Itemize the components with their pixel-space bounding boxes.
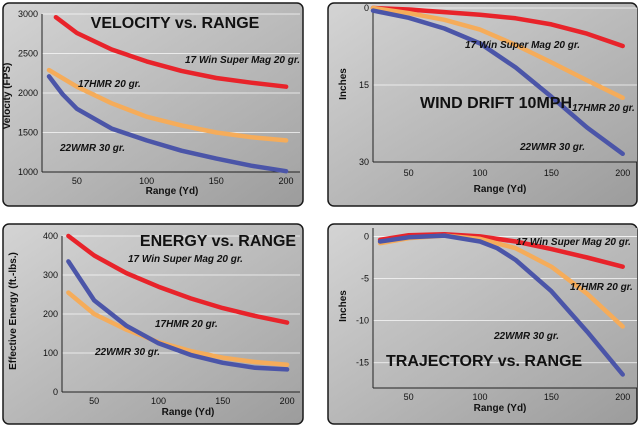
series-label: 17HMR 20 gr. <box>572 103 635 114</box>
y-tick-label: 0 <box>53 387 58 397</box>
y-tick-label: 1500 <box>18 128 38 138</box>
chart-title: WIND DRIFT 10MPH <box>420 95 572 112</box>
series-label: 22WMR 30 gr. <box>94 347 160 358</box>
y-axis-label: Inches <box>338 290 349 322</box>
series-line-blue <box>377 233 625 377</box>
y-tick-label: -10 <box>356 316 369 326</box>
x-tick-label: 100 <box>139 176 154 186</box>
x-tick-label: 50 <box>89 396 99 406</box>
x-tick-label: 150 <box>209 176 224 186</box>
series-line-red <box>53 14 289 89</box>
y-tick-label: 2500 <box>18 49 38 59</box>
series-label: 22WMR 30 gr. <box>519 142 585 153</box>
series-line-orange <box>66 290 290 367</box>
y-tick-label: 200 <box>43 309 58 319</box>
y-axis-label: Effective Energy (ft.-lbs.) <box>8 252 19 370</box>
x-axis-label: Range (Yd) <box>474 403 527 414</box>
series-line-blue <box>66 259 290 372</box>
x-tick-label: 150 <box>544 168 559 178</box>
series-line-red <box>370 5 625 49</box>
x-tick-label: 100 <box>473 168 488 178</box>
series-label: 17HMR 20 gr. <box>155 319 218 330</box>
y-tick-label: -15 <box>356 358 369 368</box>
x-tick-label: 150 <box>215 396 230 406</box>
series-label: 17 Win Super Mag 20 gr. <box>185 55 300 66</box>
chart-title: VELOCITY vs. RANGE <box>91 15 260 32</box>
series-line-orange <box>370 5 625 101</box>
y-tick-label: 15 <box>359 80 369 90</box>
chart-panel-1: 1000 1500 2000 2500 3000 50 100 150 200 17 Win Su… <box>2 2 304 207</box>
x-tick-label: 50 <box>72 176 82 186</box>
y-axis-label: Velocity (FPS) <box>2 63 13 130</box>
x-tick-label: 50 <box>404 168 414 178</box>
y-tick-label: -5 <box>361 274 369 284</box>
series-line-blue <box>370 8 625 157</box>
series-label: 17 Win Super Mag 20 gr. <box>465 40 580 51</box>
y-tick-label: 30 <box>359 157 369 167</box>
x-tick-label: 200 <box>279 176 294 186</box>
x-tick-label: 100 <box>473 392 488 402</box>
x-axis-label: Range (Yd) <box>146 186 199 197</box>
y-tick-label: 400 <box>43 231 58 241</box>
x-tick-label: 100 <box>151 396 166 406</box>
chart-title: ENERGY vs. RANGE <box>140 233 297 250</box>
y-tick-label: 100 <box>43 348 58 358</box>
x-axis-label: Range (Yd) <box>474 184 527 195</box>
y-tick-label: 1000 <box>18 167 38 177</box>
series-line-red <box>66 233 290 325</box>
y-tick-label: 3000 <box>18 9 38 19</box>
series-label: 17HMR 20 gr. <box>570 282 633 293</box>
chart-panel-2: 0 15 30 50 100 150 200 17 Win Super Mag 20 gr. 1… <box>327 2 638 207</box>
x-tick-label: 150 <box>544 392 559 402</box>
y-tick-label: 2000 <box>18 88 38 98</box>
series-label: 17 Win Super Mag 20 gr. <box>128 254 243 265</box>
x-tick-label: 200 <box>280 396 295 406</box>
y-tick-label: 0 <box>364 231 369 241</box>
series-line-blue <box>46 74 289 174</box>
x-tick-label: 200 <box>615 168 630 178</box>
y-axis-label: Inches <box>338 68 349 100</box>
chart-panel-3: 0 100 200 300 400 50 100 150 200 17 Win Super Mag… <box>2 223 304 425</box>
series-label: 17HMR 20 gr. <box>78 79 141 90</box>
chart-panel-4: 0 -5 -10 -15 50 100 150 200 17 Win Super Mag 20 … <box>327 223 638 425</box>
series-label: 22WMR 30 gr. <box>59 143 125 154</box>
y-tick-label: 0 <box>364 3 369 13</box>
series-label: 22WMR 30 gr. <box>493 331 559 342</box>
x-axis-label: Range (Yd) <box>162 407 215 418</box>
y-tick-label: 300 <box>43 270 58 280</box>
x-tick-label: 50 <box>404 392 414 402</box>
chart-title: TRAJECTORY vs. RANGE <box>386 353 583 370</box>
series-label: 17 Win Super Mag 20 gr. <box>516 237 631 248</box>
x-tick-label: 200 <box>615 392 630 402</box>
series-line-orange <box>46 67 289 143</box>
